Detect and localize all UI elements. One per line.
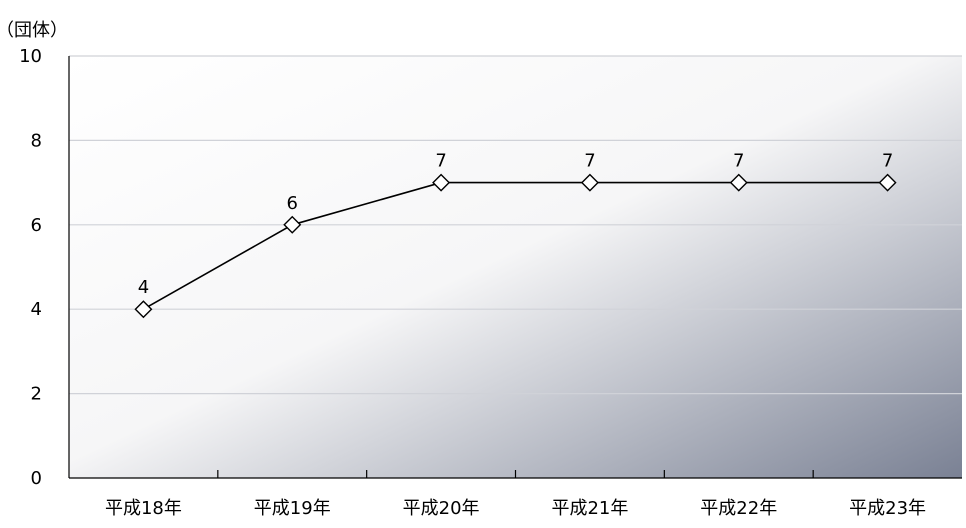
data-label-5: 7 [882, 151, 893, 172]
series-0-line [143, 181, 888, 310]
series-0-point-1 [283, 215, 302, 234]
series-0-point-4 [729, 173, 748, 192]
series-markers [134, 173, 897, 319]
data-label-1: 6 [287, 193, 298, 214]
data-label-0: 4 [138, 277, 149, 298]
data-label-4: 7 [733, 151, 744, 172]
series-line [143, 181, 888, 310]
axes [68, 56, 962, 479]
y-tick-label-8: 8 [31, 130, 42, 151]
x-tick-label-5: 平成23年 [849, 498, 926, 519]
y-tick-labels: 0 2 4 6 8 10 [19, 46, 42, 489]
plot-area [69, 56, 962, 478]
data-label-3: 7 [584, 151, 595, 172]
series-0-point-3 [580, 173, 599, 192]
x-tick-label-2: 平成20年 [403, 498, 480, 519]
gridlines [69, 55, 962, 395]
y-tick-label-6: 6 [31, 215, 42, 236]
y-axis-unit-label: （団体） [0, 20, 68, 41]
x-tick-label-3: 平成21年 [551, 498, 628, 519]
y-tick-label-10: 10 [19, 46, 42, 67]
data-label-2: 7 [435, 151, 446, 172]
series-0-point-5 [878, 173, 897, 192]
x-tick-labels: 平成18年 平成19年 平成20年 平成21年 平成22年 平成23年 [105, 498, 926, 519]
y-tick-label-2: 2 [31, 384, 42, 405]
y-tick-label-0: 0 [31, 468, 42, 489]
x-tick-label-1: 平成19年 [254, 498, 331, 519]
x-tick-label-0: 平成18年 [105, 498, 182, 519]
data-labels: 4 6 7 7 7 7 [138, 151, 894, 299]
series-0-point-0 [134, 300, 153, 319]
y-tick-label-4: 4 [31, 299, 42, 320]
series-0-point-2 [432, 173, 451, 192]
x-tick-label-4: 平成22年 [700, 498, 777, 519]
